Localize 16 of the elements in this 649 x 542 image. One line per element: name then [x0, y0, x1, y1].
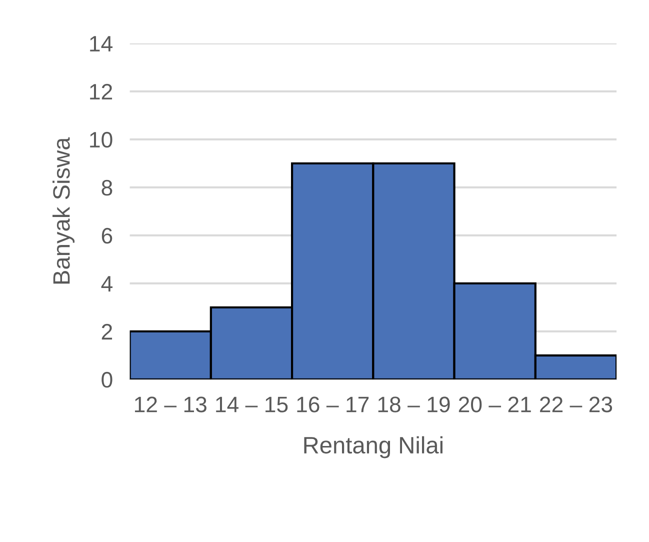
x-tick-label: 22 – 23: [540, 396, 612, 412]
y-tick-label: 0: [102, 372, 112, 388]
x-tick-label: 18 – 19: [378, 396, 450, 412]
y-tick-label: 4: [101, 276, 112, 292]
x-tick-label: 12 – 13: [134, 396, 206, 412]
y-tick-label: 14: [90, 36, 112, 52]
y-tick-label: 2: [102, 324, 112, 340]
y-tick-label: 10: [90, 132, 112, 148]
y-axis-title: Banyak Siswa: [52, 137, 75, 284]
x-tick-label: 14 – 15: [216, 396, 288, 412]
x-tick-label: 16 – 17: [297, 396, 369, 412]
y-tick-label: 8: [102, 180, 112, 196]
y-tick-label: 12: [90, 84, 112, 100]
x-axis-title: Rentang Nilai: [304, 436, 442, 458]
x-tick-label: 20 – 21: [458, 396, 531, 412]
y-tick-label: 6: [102, 228, 112, 244]
